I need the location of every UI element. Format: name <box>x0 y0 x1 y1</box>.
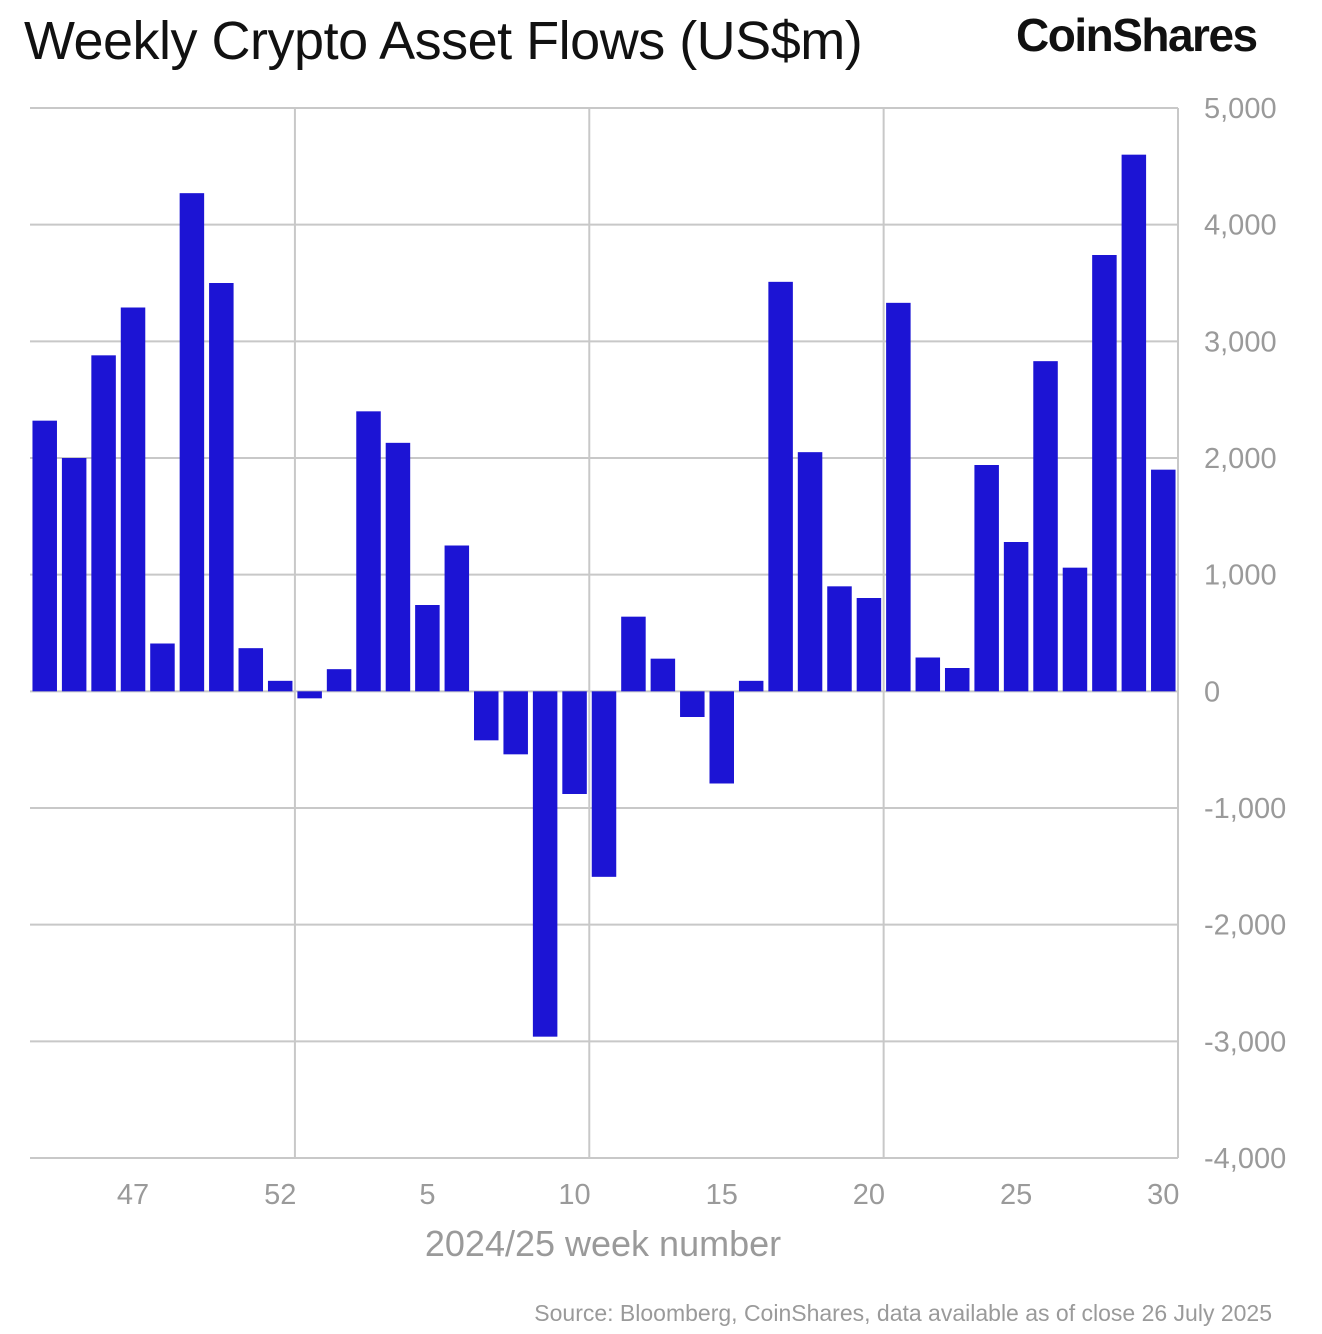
y-tick-label: 1,000 <box>1204 560 1277 592</box>
y-tick-label: 2,000 <box>1204 443 1277 475</box>
bar-week-3 <box>356 411 381 692</box>
x-tick-label: 25 <box>1000 1179 1032 1211</box>
x-tick-label: 52 <box>264 1179 296 1211</box>
bar-week-2 <box>326 669 352 692</box>
y-tick-label: 3,000 <box>1204 326 1277 358</box>
x-tick-label: 20 <box>853 1179 885 1211</box>
bar-week-49 <box>179 193 205 692</box>
source-note: Source: Bloomberg, CoinShares, data avai… <box>534 1300 1272 1326</box>
bar-week-13 <box>650 658 676 692</box>
bar-week-27 <box>1062 567 1088 692</box>
bar-week-26 <box>1033 361 1058 692</box>
bar-week-11 <box>591 691 617 877</box>
bar-week-6 <box>444 545 470 692</box>
bar-week-15 <box>709 691 734 784</box>
bar-week-7 <box>474 691 499 741</box>
y-tick-label: 4,000 <box>1204 210 1277 242</box>
bar-week-51 <box>238 648 264 692</box>
y-tick-label: -2,000 <box>1204 910 1286 942</box>
x-axis-title: 2024/25 week number <box>425 1223 781 1264</box>
bar-week-1 <box>297 691 322 699</box>
bar-week-19 <box>827 586 852 692</box>
bar-week-52 <box>267 680 293 692</box>
x-tick-label: 15 <box>706 1179 738 1211</box>
bar-week-29 <box>1121 154 1147 692</box>
bar-week-10 <box>562 691 587 794</box>
bar-week-50 <box>209 283 234 692</box>
bar-week-21 <box>886 302 911 692</box>
coinshares-logo: CoinShares <box>1016 9 1258 61</box>
x-tick-label: 47 <box>117 1179 149 1211</box>
bar-week-8 <box>503 691 528 755</box>
bar-week-45 <box>61 458 87 692</box>
y-tick-label: -1,000 <box>1204 793 1286 825</box>
bar-week-14 <box>680 691 705 717</box>
y-tick-label: 5,000 <box>1204 93 1277 125</box>
bar-week-24 <box>974 465 999 692</box>
bar-week-44 <box>32 420 57 692</box>
bar-week-17 <box>768 281 793 692</box>
bar-week-23 <box>944 668 970 692</box>
bar-week-46 <box>91 355 116 692</box>
bar-week-22 <box>915 657 941 692</box>
bar-week-20 <box>856 598 882 692</box>
bar-week-12 <box>621 616 646 692</box>
bar-week-18 <box>797 452 823 692</box>
y-tick-label: -3,000 <box>1204 1026 1286 1058</box>
bar-week-48 <box>150 643 175 692</box>
bar-week-28 <box>1092 255 1117 692</box>
bar-week-16 <box>738 680 764 692</box>
x-tick-label: 10 <box>558 1179 590 1211</box>
bar-week-25 <box>1003 542 1029 692</box>
bar-week-4 <box>385 442 411 692</box>
bar-week-30 <box>1151 469 1176 692</box>
chart-title: Weekly Crypto Asset Flows (US$m) <box>24 11 863 71</box>
bar-week-5 <box>415 605 440 692</box>
bar-week-9 <box>532 691 558 1037</box>
x-tick-label: 5 <box>419 1179 435 1211</box>
bar-week-47 <box>120 307 146 692</box>
y-tick-label: -4,000 <box>1204 1143 1286 1175</box>
y-tick-label: 0 <box>1204 676 1220 708</box>
x-tick-label: 30 <box>1147 1179 1179 1211</box>
